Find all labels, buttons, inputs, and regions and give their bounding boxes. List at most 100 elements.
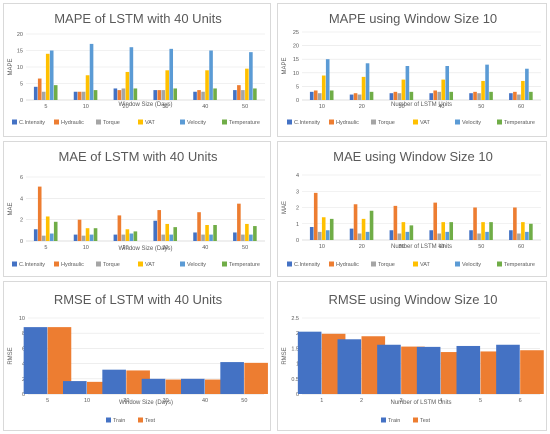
legend-swatch-torque <box>96 261 101 267</box>
x-tick-label: 10 <box>319 104 325 110</box>
y-tick-label: 10 <box>293 71 299 77</box>
bar-50-hydraulic <box>237 85 241 100</box>
bar-30-torque <box>397 233 402 240</box>
x-tick-label: 50 <box>242 104 248 110</box>
bar-20-torque <box>357 94 362 100</box>
bar-30-temperature <box>409 91 414 100</box>
bar-30-temperature <box>173 227 178 241</box>
x-tick-label: 50 <box>478 104 484 110</box>
chart-4-svg: MAE using Window Size 10 0 1 2 3 4 MAE 10 20 30 40… <box>282 149 541 268</box>
bar-10-torque <box>81 235 86 241</box>
x-tick-label: 10 <box>84 398 90 404</box>
bar-5-train <box>456 345 481 394</box>
legend-swatch-c-intensity <box>12 261 17 267</box>
bar-50-test <box>244 362 268 394</box>
bar-20-torque <box>357 233 362 240</box>
x-tick-label: 30 <box>399 244 405 250</box>
bar-40-hydraulic <box>433 90 438 100</box>
x-tick-label: 5 <box>479 398 482 404</box>
legend-swatch-vat <box>138 119 143 125</box>
bar-40-velocity <box>209 234 213 241</box>
bar-30-train <box>141 378 166 394</box>
chart-panel-rmse-window: RMSE of LSTM with 40 Units 0 2 4 6 8 10 RMSE 5 10… <box>3 281 271 431</box>
bar-50-c-intensity <box>233 90 237 100</box>
bar-40-hydraulic <box>433 202 438 240</box>
bar-10-velocity <box>89 43 94 100</box>
y-tick-label: 5 <box>20 82 23 88</box>
y-tick-label: 6 <box>20 175 23 181</box>
bar-30-temperature <box>173 88 178 100</box>
y-tick-label: 0 <box>296 392 299 398</box>
x-axis-label: Window Size (Days) <box>118 102 172 108</box>
bar-40-temperature <box>449 91 454 100</box>
bar-10-hydraulic <box>313 90 318 100</box>
legend-swatch-velocity <box>180 261 185 267</box>
bar-40-vat <box>205 225 209 241</box>
bar-60-hydraulic <box>513 91 517 100</box>
bar-60-vat <box>521 80 525 100</box>
y-tick-label: 0 <box>20 98 23 104</box>
bar-20-hydraulic <box>117 90 122 100</box>
bar-4-train <box>416 346 441 394</box>
y-tick-label: 20 <box>17 32 23 38</box>
legend-label-vat: VAT <box>145 262 156 268</box>
bar-40-c-intensity <box>429 93 434 100</box>
y-tick-label: 3 <box>296 189 299 195</box>
bar-5-velocity <box>49 233 54 241</box>
bar-40-c-intensity <box>193 91 197 100</box>
chart-panel-rmse-units: RMSE using Window Size 10 0 0.5 1 1.5 2 2.5 RMS… <box>277 281 547 431</box>
bar-50-velocity <box>249 52 253 100</box>
bar-40-velocity <box>445 66 450 100</box>
bar-5-torque <box>41 91 46 100</box>
bar-40-torque <box>201 234 205 241</box>
bar-30-velocity <box>169 234 174 241</box>
bar-20-c-intensity <box>349 94 354 100</box>
y-tick-label: 8 <box>22 331 25 337</box>
x-tick-label: 5 <box>44 245 47 251</box>
x-tick-label: 1 <box>320 398 323 404</box>
x-tick-label: 20 <box>123 104 129 110</box>
bar-50-temperature <box>489 222 493 240</box>
bar-30-c-intensity <box>153 90 158 100</box>
bar-5-vat <box>45 216 50 241</box>
legend-swatch-temperature <box>497 261 502 267</box>
legend-swatch-c-intensity <box>287 119 292 125</box>
bar-10-temperature <box>329 90 334 100</box>
x-axis-label: Number of LSTM Units <box>390 400 451 406</box>
bar-6-train <box>496 344 520 394</box>
legend-swatch-vat <box>138 261 143 267</box>
bar-30-hydraulic <box>157 210 162 241</box>
x-tick-label: 6 <box>519 398 522 404</box>
bar-60-temperature <box>529 223 533 240</box>
legend-swatch-hydraulic <box>329 119 334 125</box>
x-tick-label: 30 <box>162 245 168 251</box>
legend-label-torque: Torque <box>103 120 120 126</box>
legend-swatch-temperature <box>222 119 227 125</box>
y-tick-label: 2 <box>22 377 25 383</box>
bar-20-torque <box>121 234 126 241</box>
bar-50-torque <box>477 233 481 240</box>
bar-10-hydraulic <box>313 192 318 240</box>
bar-30-hydraulic <box>393 205 398 240</box>
bar-50-velocity <box>485 231 489 240</box>
x-tick-label: 30 <box>163 398 169 404</box>
chart-title: RMSE using Window Size 10 <box>328 292 497 307</box>
bar-30-vat <box>401 79 406 100</box>
bar-5-hydraulic <box>37 78 42 100</box>
legend-swatch-test <box>138 417 143 423</box>
bar-40-vat <box>205 70 209 100</box>
bar-30-torque <box>397 93 402 100</box>
bar-5-velocity <box>49 50 54 100</box>
legend-label-test: Test <box>420 418 431 424</box>
legend-swatch-vat <box>413 119 418 125</box>
chart-1-svg: MAPE of LSTM with 40 Units 0 5 10 15 20 MAPE 5 1… <box>8 11 265 126</box>
chart-6-svg: RMSE using Window Size 10 0 0.5 1 1.5 2 2.5 RMS… <box>282 292 544 424</box>
bar-20-train <box>102 369 126 394</box>
bar-50-c-intensity <box>233 232 237 241</box>
bar-50-torque <box>477 93 481 100</box>
bar-5-vat <box>45 53 50 100</box>
x-tick-label: 40 <box>438 104 444 110</box>
legend-label-c-intensity: C.Intensity <box>19 120 45 126</box>
bar-60-c-intensity <box>509 93 513 100</box>
